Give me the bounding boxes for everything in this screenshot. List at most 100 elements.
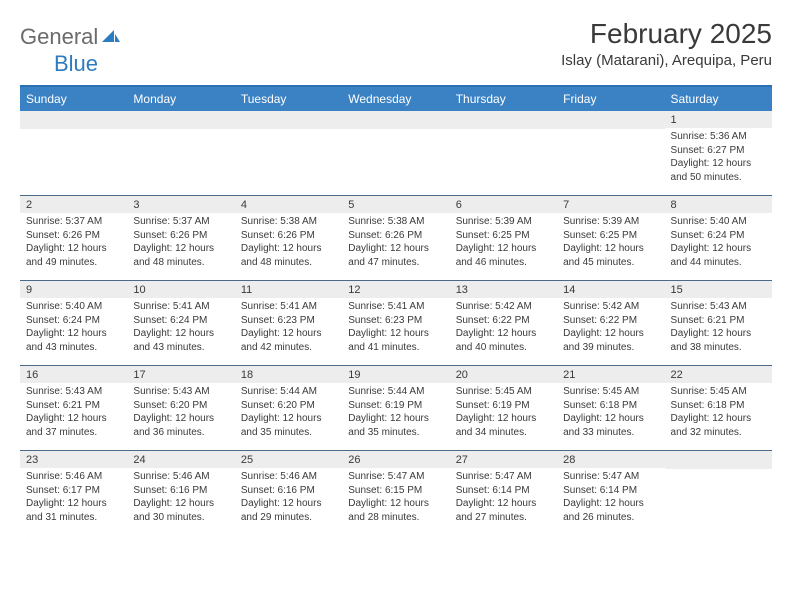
daylight-line1: Daylight: 12 hours	[348, 242, 443, 256]
calendar-cell: 26Sunrise: 5:47 AMSunset: 6:15 PMDayligh…	[342, 451, 449, 535]
sunrise-text: Sunrise: 5:38 AM	[241, 215, 336, 229]
sunset-text: Sunset: 6:26 PM	[26, 229, 121, 243]
sunrise-text: Sunrise: 5:47 AM	[456, 470, 551, 484]
cell-body: Sunrise: 5:42 AMSunset: 6:22 PMDaylight:…	[450, 298, 557, 358]
cell-body: Sunrise: 5:40 AMSunset: 6:24 PMDaylight:…	[665, 213, 772, 273]
daylight-line1: Daylight: 12 hours	[26, 242, 121, 256]
daylight-line2: and 44 minutes.	[671, 256, 766, 270]
calendar-cell: 2Sunrise: 5:37 AMSunset: 6:26 PMDaylight…	[20, 196, 127, 280]
cell-body	[20, 129, 127, 135]
calendar-cell: 16Sunrise: 5:43 AMSunset: 6:21 PMDayligh…	[20, 366, 127, 450]
calendar-cell: 19Sunrise: 5:44 AMSunset: 6:19 PMDayligh…	[342, 366, 449, 450]
daylight-line1: Daylight: 12 hours	[241, 497, 336, 511]
weekday-sat: Saturday	[665, 87, 772, 111]
daylight-line1: Daylight: 12 hours	[456, 412, 551, 426]
sunrise-text: Sunrise: 5:45 AM	[671, 385, 766, 399]
calendar-cell: 10Sunrise: 5:41 AMSunset: 6:24 PMDayligh…	[127, 281, 234, 365]
daylight-line1: Daylight: 12 hours	[563, 497, 658, 511]
daylight-line2: and 32 minutes.	[671, 426, 766, 440]
day-number: 4	[235, 196, 342, 213]
daylight-line2: and 30 minutes.	[133, 511, 228, 525]
calendar-cell: 23Sunrise: 5:46 AMSunset: 6:17 PMDayligh…	[20, 451, 127, 535]
sunrise-text: Sunrise: 5:44 AM	[241, 385, 336, 399]
day-number: 3	[127, 196, 234, 213]
sunset-text: Sunset: 6:24 PM	[133, 314, 228, 328]
sunset-text: Sunset: 6:24 PM	[26, 314, 121, 328]
day-number: 15	[665, 281, 772, 298]
day-number: 28	[557, 451, 664, 468]
daylight-line1: Daylight: 12 hours	[241, 242, 336, 256]
sunset-text: Sunset: 6:14 PM	[563, 484, 658, 498]
sunrise-text: Sunrise: 5:36 AM	[671, 130, 766, 144]
calendar-cell: 24Sunrise: 5:46 AMSunset: 6:16 PMDayligh…	[127, 451, 234, 535]
weekday-header-row: Sunday Monday Tuesday Wednesday Thursday…	[20, 87, 772, 111]
daylight-line1: Daylight: 12 hours	[563, 242, 658, 256]
daylight-line1: Daylight: 12 hours	[133, 327, 228, 341]
calendar-cell	[557, 111, 664, 195]
sunset-text: Sunset: 6:14 PM	[456, 484, 551, 498]
calendar-cell: 18Sunrise: 5:44 AMSunset: 6:20 PMDayligh…	[235, 366, 342, 450]
cell-body: Sunrise: 5:47 AMSunset: 6:14 PMDaylight:…	[450, 468, 557, 528]
day-number: 16	[20, 366, 127, 383]
brand-part1: General	[20, 24, 98, 50]
cell-body: Sunrise: 5:36 AMSunset: 6:27 PMDaylight:…	[665, 128, 772, 188]
calendar-week: 2Sunrise: 5:37 AMSunset: 6:26 PMDaylight…	[20, 196, 772, 281]
cell-body: Sunrise: 5:45 AMSunset: 6:19 PMDaylight:…	[450, 383, 557, 443]
sunset-text: Sunset: 6:27 PM	[671, 144, 766, 158]
calendar-cell	[127, 111, 234, 195]
cell-body: Sunrise: 5:42 AMSunset: 6:22 PMDaylight:…	[557, 298, 664, 358]
day-number: 1	[665, 111, 772, 128]
sunrise-text: Sunrise: 5:47 AM	[563, 470, 658, 484]
day-number: 26	[342, 451, 449, 468]
daylight-line1: Daylight: 12 hours	[348, 497, 443, 511]
daylight-line2: and 39 minutes.	[563, 341, 658, 355]
sunset-text: Sunset: 6:26 PM	[241, 229, 336, 243]
sunrise-text: Sunrise: 5:40 AM	[671, 215, 766, 229]
daylight-line1: Daylight: 12 hours	[456, 497, 551, 511]
sunrise-text: Sunrise: 5:41 AM	[133, 300, 228, 314]
daylight-line1: Daylight: 12 hours	[133, 242, 228, 256]
weekday-fri: Friday	[557, 87, 664, 111]
daylight-line2: and 47 minutes.	[348, 256, 443, 270]
day-number	[342, 111, 449, 129]
sunset-text: Sunset: 6:25 PM	[456, 229, 551, 243]
calendar-week: 23Sunrise: 5:46 AMSunset: 6:17 PMDayligh…	[20, 451, 772, 535]
calendar-week: 1Sunrise: 5:36 AMSunset: 6:27 PMDaylight…	[20, 111, 772, 196]
calendar-cell: 13Sunrise: 5:42 AMSunset: 6:22 PMDayligh…	[450, 281, 557, 365]
day-number	[127, 111, 234, 129]
daylight-line1: Daylight: 12 hours	[348, 412, 443, 426]
sunset-text: Sunset: 6:22 PM	[456, 314, 551, 328]
cell-body	[665, 469, 772, 475]
cell-body: Sunrise: 5:44 AMSunset: 6:19 PMDaylight:…	[342, 383, 449, 443]
calendar-cell: 22Sunrise: 5:45 AMSunset: 6:18 PMDayligh…	[665, 366, 772, 450]
daylight-line2: and 26 minutes.	[563, 511, 658, 525]
calendar-cell	[20, 111, 127, 195]
daylight-line1: Daylight: 12 hours	[671, 327, 766, 341]
day-number: 22	[665, 366, 772, 383]
day-number	[20, 111, 127, 129]
calendar-cell: 4 Sunrise: 5:38 AMSunset: 6:26 PMDaylight…	[235, 196, 342, 280]
day-number: 7	[557, 196, 664, 213]
daylight-line2: and 41 minutes.	[348, 341, 443, 355]
month-title: February 2025	[561, 18, 772, 50]
day-number: 21	[557, 366, 664, 383]
sunrise-text: Sunrise: 5:38 AM	[348, 215, 443, 229]
weekday-wed: Wednesday	[342, 87, 449, 111]
cell-body	[557, 129, 664, 135]
daylight-line1: Daylight: 12 hours	[26, 327, 121, 341]
day-number: 2	[20, 196, 127, 213]
calendar-cell: 7Sunrise: 5:39 AMSunset: 6:25 PMDaylight…	[557, 196, 664, 280]
sunset-text: Sunset: 6:19 PM	[348, 399, 443, 413]
daylight-line2: and 35 minutes.	[241, 426, 336, 440]
day-number: 20	[450, 366, 557, 383]
cell-body: Sunrise: 5:37 AMSunset: 6:26 PMDaylight:…	[20, 213, 127, 273]
cell-body: Sunrise: 5:41 AMSunset: 6:23 PMDaylight:…	[235, 298, 342, 358]
cell-body: Sunrise: 5:44 AMSunset: 6:20 PMDaylight:…	[235, 383, 342, 443]
calendar-page: General February 2025 Islay (Matarani), …	[0, 0, 792, 545]
cell-body	[235, 129, 342, 135]
calendar-cell: 8Sunrise: 5:40 AMSunset: 6:24 PMDaylight…	[665, 196, 772, 280]
cell-body: Sunrise: 5:47 AMSunset: 6:15 PMDaylight:…	[342, 468, 449, 528]
cell-body: Sunrise: 5:39 AMSunset: 6:25 PMDaylight:…	[450, 213, 557, 273]
calendar-week: 9Sunrise: 5:40 AMSunset: 6:24 PMDaylight…	[20, 281, 772, 366]
day-number	[235, 111, 342, 129]
